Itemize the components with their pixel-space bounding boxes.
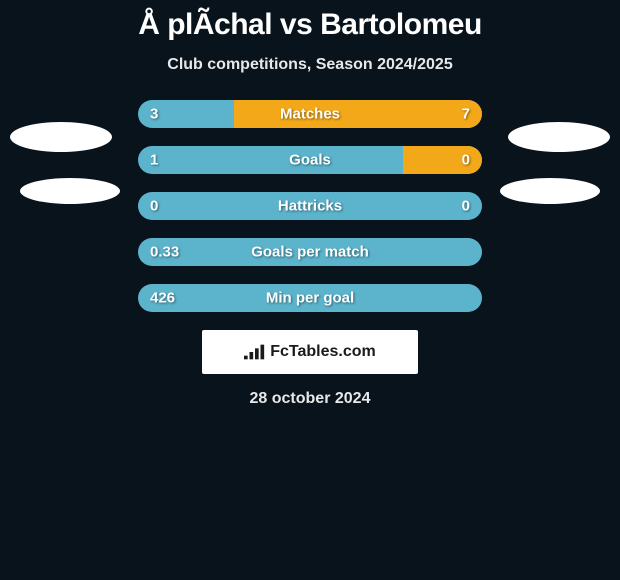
stat-value-left: 426 bbox=[150, 290, 175, 307]
stat-label: Matches bbox=[280, 106, 340, 123]
stat-label: Goals per match bbox=[251, 244, 369, 261]
player-right-avatar-1 bbox=[508, 122, 610, 152]
player-left-avatar-2 bbox=[20, 178, 120, 204]
stat-value-left: 1 bbox=[150, 152, 158, 169]
brand-icon bbox=[244, 344, 266, 360]
stat-label: Goals bbox=[289, 152, 331, 169]
stat-bar-right bbox=[234, 100, 482, 128]
stat-row: 0 Hattricks 0 bbox=[138, 192, 482, 220]
stat-value-left: 3 bbox=[150, 106, 158, 123]
stat-row: 0.33 Goals per match bbox=[138, 238, 482, 266]
stat-value-right: 0 bbox=[462, 198, 470, 215]
stat-label: Hattricks bbox=[278, 198, 342, 215]
stat-row: 1 Goals 0 bbox=[138, 146, 482, 174]
stat-label: Min per goal bbox=[266, 290, 354, 307]
stat-bars: 3 Matches 7 1 Goals 0 0 Hattricks 0 0.33 Goals per… bbox=[138, 100, 482, 312]
brand-label: FcTables.com bbox=[270, 343, 376, 361]
brand-box: FcTables.com bbox=[202, 330, 418, 374]
comparison-card: Å plÃ­chal vs Bartolomeu Club competitio… bbox=[0, 0, 620, 408]
stat-value-left: 0.33 bbox=[150, 244, 179, 261]
snapshot-date: 28 october 2024 bbox=[0, 390, 620, 408]
stat-row: 426 Min per goal bbox=[138, 284, 482, 312]
stat-value-right: 0 bbox=[462, 152, 470, 169]
stat-row: 3 Matches 7 bbox=[138, 100, 482, 128]
player-right-avatar-2 bbox=[500, 178, 600, 204]
player-left-avatar-1 bbox=[10, 122, 112, 152]
stat-value-right: 7 bbox=[462, 106, 470, 123]
page-subtitle: Club competitions, Season 2024/2025 bbox=[0, 56, 620, 74]
stat-bar-right bbox=[403, 146, 482, 174]
page-title: Å plÃ­chal vs Bartolomeu bbox=[0, 8, 620, 42]
stat-value-left: 0 bbox=[150, 198, 158, 215]
